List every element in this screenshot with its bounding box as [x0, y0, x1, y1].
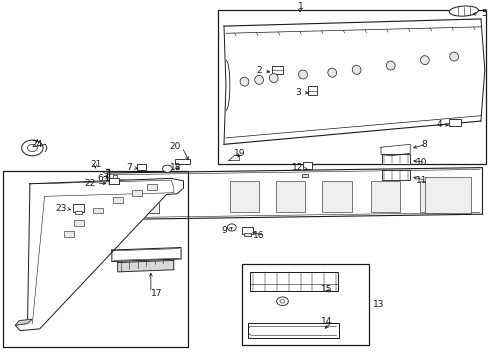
- Text: 20: 20: [169, 141, 181, 150]
- Polygon shape: [228, 155, 239, 161]
- Bar: [276, 181, 305, 212]
- Text: 19: 19: [233, 149, 245, 158]
- Bar: [229, 181, 259, 212]
- Ellipse shape: [269, 73, 278, 82]
- Bar: [272, 66, 283, 74]
- Text: 9: 9: [221, 226, 227, 235]
- Text: 5: 5: [480, 9, 486, 18]
- Bar: [175, 159, 189, 164]
- Bar: [137, 164, 146, 170]
- Bar: [248, 324, 338, 338]
- Bar: [75, 211, 81, 214]
- Polygon shape: [118, 260, 173, 272]
- Bar: [217, 10, 485, 164]
- Text: 13: 13: [372, 300, 384, 309]
- Bar: [370, 181, 400, 212]
- Text: 14: 14: [320, 317, 331, 326]
- Polygon shape: [15, 319, 32, 325]
- Text: 12: 12: [291, 163, 303, 172]
- Bar: [381, 154, 409, 164]
- Text: 7: 7: [126, 163, 132, 172]
- Text: 16: 16: [252, 231, 264, 240]
- Ellipse shape: [327, 68, 336, 77]
- Ellipse shape: [448, 6, 477, 16]
- Text: 6: 6: [97, 174, 103, 183]
- Bar: [424, 177, 470, 213]
- Bar: [242, 264, 368, 345]
- Bar: [120, 179, 159, 213]
- Bar: [93, 208, 103, 213]
- Polygon shape: [112, 248, 181, 261]
- Ellipse shape: [227, 224, 236, 231]
- Ellipse shape: [254, 75, 263, 84]
- Ellipse shape: [420, 56, 428, 65]
- Bar: [322, 181, 351, 212]
- Text: 10: 10: [415, 158, 427, 167]
- Bar: [448, 118, 461, 126]
- Bar: [64, 231, 74, 237]
- Ellipse shape: [351, 66, 360, 74]
- Text: 3: 3: [294, 88, 300, 97]
- Bar: [303, 162, 311, 170]
- Ellipse shape: [449, 52, 458, 61]
- Text: 2: 2: [255, 66, 261, 75]
- Ellipse shape: [240, 77, 248, 86]
- Text: 15: 15: [320, 285, 331, 294]
- Text: 1: 1: [297, 2, 303, 11]
- Bar: [113, 175, 117, 178]
- Circle shape: [276, 297, 288, 306]
- Ellipse shape: [386, 61, 394, 70]
- Bar: [132, 190, 142, 195]
- Text: 4: 4: [435, 120, 441, 129]
- Ellipse shape: [298, 70, 307, 79]
- Text: 18: 18: [169, 163, 181, 172]
- Circle shape: [21, 140, 43, 156]
- Text: 24: 24: [32, 140, 43, 149]
- Bar: [113, 197, 122, 203]
- Bar: [307, 86, 316, 95]
- Bar: [244, 233, 250, 237]
- Text: 17: 17: [151, 288, 162, 297]
- Circle shape: [280, 300, 285, 303]
- Bar: [381, 170, 409, 180]
- Bar: [73, 204, 83, 212]
- Text: 11: 11: [415, 176, 427, 185]
- Bar: [109, 178, 119, 184]
- Bar: [250, 271, 337, 291]
- Text: 8: 8: [421, 140, 427, 149]
- Bar: [242, 228, 252, 234]
- Circle shape: [27, 144, 37, 152]
- Text: 21: 21: [90, 159, 101, 168]
- Circle shape: [162, 165, 172, 172]
- Text: 22: 22: [84, 179, 96, 188]
- Polygon shape: [15, 178, 183, 330]
- Polygon shape: [380, 144, 409, 156]
- Bar: [147, 184, 156, 190]
- Bar: [3, 171, 188, 347]
- Bar: [419, 181, 448, 212]
- Bar: [74, 220, 83, 226]
- Bar: [302, 174, 307, 177]
- Text: 23: 23: [55, 204, 66, 213]
